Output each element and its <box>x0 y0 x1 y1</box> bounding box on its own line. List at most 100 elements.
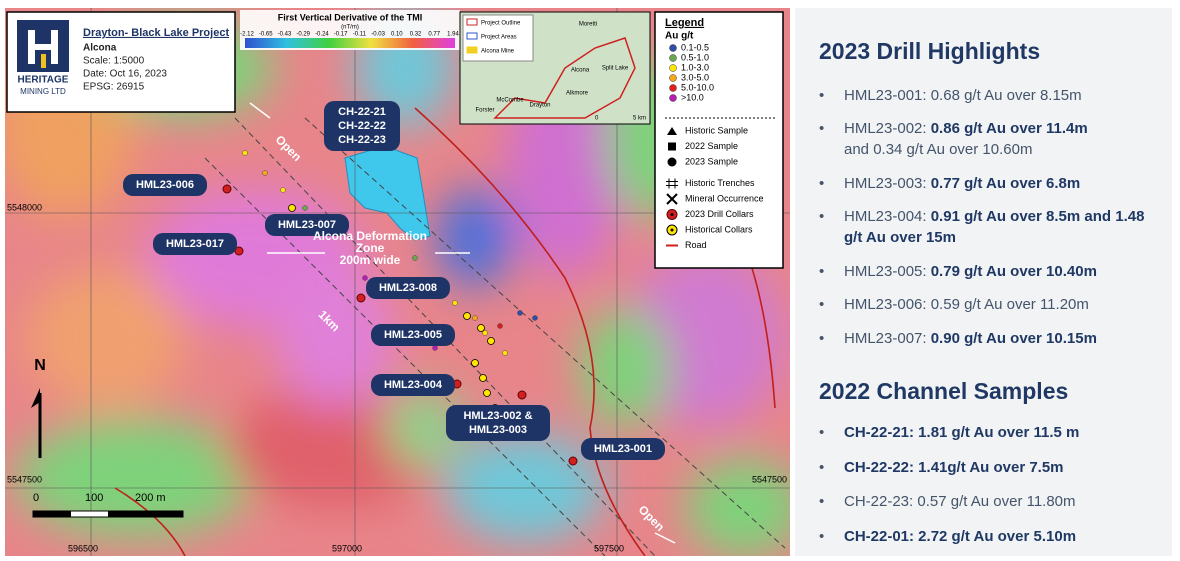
grade-label: >10.0 <box>681 92 704 102</box>
section-heading: 2023 Drill Highlights <box>819 38 1041 64</box>
bullet: • <box>819 263 825 280</box>
bullet: • <box>819 459 825 476</box>
collar-label: CH-22-22 <box>338 120 386 132</box>
collar-label: HML23-006 <box>136 179 194 191</box>
collar-label: HML23-017 <box>166 238 224 250</box>
sample-point <box>502 350 508 356</box>
sample-point <box>302 205 308 211</box>
bullet: • <box>819 208 825 225</box>
bullet: • <box>819 424 825 441</box>
item-part: HML23-006: 0.59 g/t Au over 11.20m <box>844 296 1089 313</box>
inset-scale: 5 km <box>633 116 646 122</box>
colorbar-tick: -0.65 <box>259 32 273 38</box>
historical-collar <box>483 389 491 397</box>
bullet: • <box>819 175 825 192</box>
collar-label-box <box>153 233 237 255</box>
collar-label-box <box>371 324 455 346</box>
scale-label: 0 <box>33 492 39 504</box>
colorbar-tick: -2.12 <box>240 32 254 38</box>
collar-label: CH-22-21 <box>338 106 386 118</box>
northing-label: 5547500 <box>752 474 787 484</box>
item-text: HML23-003: 0.77 g/t Au over 6.8m <box>844 173 1164 194</box>
grade-swatch <box>669 84 677 92</box>
highlight-item: • CH-22-21: 1.81 g/t Au over 11.5 m <box>819 422 1164 443</box>
item-text: CH-22-21: 1.81 g/t Au over 11.5 m <box>844 422 1164 443</box>
legend-symbol <box>666 193 678 205</box>
highlight-item: • CH-22-01: 2.72 g/t Au over 5.10m <box>819 526 1164 547</box>
grade-swatch <box>669 94 677 102</box>
grade-label: 3.0-5.0 <box>681 72 709 82</box>
legend-title: Legend <box>665 17 704 29</box>
highlights-panel: 2023 Drill Highlights • HML23-001: 0.68 g/… <box>795 8 1172 556</box>
scale: Scale: 1:5000 <box>83 56 145 67</box>
sample-point <box>242 150 248 156</box>
bullet: • <box>819 528 825 545</box>
legend-symbol-label: Historic Sample <box>685 125 748 135</box>
collar-label-box <box>324 101 400 151</box>
item-part: CH-22-21: 1.81 g/t Au over 11.5 m <box>844 424 1080 441</box>
date: Date: Oct 16, 2023 <box>83 69 167 80</box>
drill-collar <box>517 390 527 400</box>
legend-symbol <box>668 142 676 151</box>
sample-point <box>497 323 503 329</box>
northing-label: 5547500 <box>7 474 42 484</box>
item-text: HML23-001: 0.68 g/t Au over 8.15m <box>844 85 1164 106</box>
place-label: Moretti <box>579 22 597 28</box>
epsg: EPSG: 26915 <box>83 82 145 93</box>
collar-label: HML23-007 <box>278 219 336 231</box>
highlight-item: • HML23-002: 0.86 g/t Au over 11.4m and 0.… <box>819 118 1164 160</box>
scale-label: 200 m <box>135 492 166 504</box>
item-text: HML23-004: 0.91 g/t Au over 8.5m and 1.4… <box>844 206 1164 248</box>
item-part: 0.90 g/t Au over 10.15m <box>930 330 1097 347</box>
grade-swatch <box>669 74 677 82</box>
north-arrow: N <box>31 357 46 458</box>
item-part: 0.91 g/t Au over 8.5m and 1.48 g/t Au ov… <box>844 208 1145 246</box>
legend-symbol <box>667 157 677 167</box>
zone-label: Alcona Deformation <box>313 229 427 243</box>
highlight-item: • CH-22-22: 1.41g/t Au over 7.5m <box>819 457 1164 478</box>
item-part: CH-22-23: 0.57 g/t Au over 11.80m <box>844 493 1076 510</box>
item-text: HML23-005: 0.79 g/t Au over 10.40m <box>844 261 1164 282</box>
legend-symbol-label: Road <box>685 240 707 250</box>
inset-legend-swatch <box>466 46 478 54</box>
bullet: • <box>819 493 825 510</box>
sample-point <box>517 310 523 316</box>
sample-point <box>280 187 286 193</box>
sample-point <box>412 255 418 261</box>
collar-label: HML23-004 <box>384 379 443 391</box>
scale-label: 100 <box>85 492 103 504</box>
item-part: HML23-007: <box>844 330 931 347</box>
legend-symbol <box>670 213 674 216</box>
historical-collar <box>288 204 296 212</box>
open-arrow <box>249 102 271 119</box>
collar-label: HML23-002 & <box>463 410 532 422</box>
map: HERITAGE MINING LTD Drayton- Black Lake … <box>5 8 790 556</box>
open-arrow <box>654 532 676 544</box>
colorbar-tick: 0.77 <box>428 32 440 38</box>
easting-label: 597500 <box>594 543 624 553</box>
legend-symbol-label: Historic Trenches <box>685 178 755 188</box>
collar-label: HML23-003 <box>469 424 527 436</box>
colorbar-tick: 1.94 <box>447 32 459 38</box>
highlight-item: • HML23-001: 0.68 g/t Au over 8.15m <box>819 85 1164 106</box>
historical-collar <box>463 312 471 320</box>
item-text: CH-22-22: 1.41g/t Au over 7.5m <box>844 457 1164 478</box>
sample-point <box>262 170 268 176</box>
inset-legend-label: Alcona Mine <box>481 49 515 55</box>
highlight-item: • HML23-004: 0.91 g/t Au over 8.5m and 1.… <box>819 206 1164 248</box>
inset-legend-label: Project Areas <box>481 35 517 41</box>
colorbar-tick: -0.03 <box>371 32 385 38</box>
sample-point <box>362 275 368 281</box>
item-text: HML23-006: 0.59 g/t Au over 11.20m <box>844 294 1164 315</box>
logo-text: MINING LTD <box>20 87 66 96</box>
drill-collar <box>568 456 578 466</box>
bullet: • <box>819 87 825 104</box>
collar-label-box <box>123 174 207 196</box>
item-part: and 0.34 g/t Au over 10.60m <box>844 141 1033 158</box>
easting-label: 597000 <box>332 543 362 553</box>
collar-label: HML23-001 <box>594 443 652 455</box>
title-box: HERITAGE MINING LTD Drayton- Black Lake … <box>6 11 236 113</box>
collar-label-box <box>581 438 665 460</box>
colorbar-tick: -0.29 <box>296 32 310 38</box>
